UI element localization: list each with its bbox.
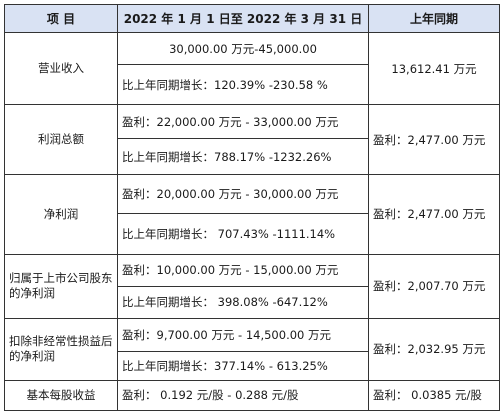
header-current-period: 2022 年 1 月 1 日至 2022 年 3 月 31 日 xyxy=(117,4,369,33)
net-profit-previous: 盈利：2,477.00 万元 xyxy=(368,174,500,255)
net-profit-current-value: 盈利：20,000.00 万元 - 30,000.00 万元 xyxy=(117,174,369,215)
eps-current-value: 盈利： 0.192 元/股 - 0.288 元/股 xyxy=(117,379,369,412)
deducted-current-value: 盈利：9,700.00 万元 - 14,500.00 万元 xyxy=(117,317,369,352)
table-row: 比上年同期增长：788.17% -1232.26% xyxy=(5,138,500,176)
header-previous-period: 上年同期 xyxy=(368,4,500,33)
table-row: 净利润 盈利：20,000.00 万元 - 30,000.00 万元 盈利：2,… xyxy=(4,174,500,255)
deducted-change: 比上年同期增长：377.14% - 613.25% xyxy=(117,350,369,381)
total-profit-previous: 盈利：2,477.00 万元 xyxy=(368,104,500,176)
performance-forecast-table: 项 目 2022 年 1 月 1 日至 2022 年 3 月 31 日 上年同期… xyxy=(4,4,500,412)
table-row: 比上年同期增长：377.14% - 613.25% xyxy=(5,350,500,381)
attributable-previous: 盈利：2,007.70 万元 xyxy=(368,253,500,319)
net-profit-change: 比上年同期增长： 707.43% -1111.14% xyxy=(117,213,369,255)
deducted-previous: 盈利：2,032.95 万元 xyxy=(368,317,500,381)
row-label-net-profit: 净利润 xyxy=(4,174,118,255)
row-label-total-profit: 利润总额 xyxy=(4,104,118,176)
revenue-current-value: 30,000.00 万元-45,000.00 xyxy=(117,31,369,66)
attributable-change: 比上年同期增长： 398.08% -647.12% xyxy=(117,285,369,319)
table-row: 利润总额 盈利：22,000.00 万元 - 33,000.00 万元 盈利：2… xyxy=(4,104,500,176)
revenue-previous: 13,612.41 万元 xyxy=(368,31,500,106)
table-row: 比上年同期增长： 398.08% -647.12% xyxy=(5,285,500,319)
table-row: 基本每股收益 盈利： 0.192 元/股 - 0.288 元/股 盈利： 0.0… xyxy=(4,379,500,412)
total-profit-change: 比上年同期增长：788.17% -1232.26% xyxy=(117,138,369,176)
eps-previous: 盈利： 0.0385 元/股 xyxy=(368,379,500,412)
table-row: 扣除非经常性损益后的净利润 盈利：9,700.00 万元 - 14,500.00… xyxy=(4,317,500,381)
row-label-net-profit-attributable: 归属于上市公司股东的净利润 xyxy=(4,253,118,319)
table-row: 比上年同期增长：120.39% -230.58 % xyxy=(5,64,500,106)
table-row: 归属于上市公司股东的净利润 盈利：10,000.00 万元 - 15,000.0… xyxy=(4,253,500,319)
row-label-revenue: 营业收入 xyxy=(4,31,118,106)
attributable-current-value: 盈利：10,000.00 万元 - 15,000.00 万元 xyxy=(117,253,369,287)
row-label-net-profit-deducted: 扣除非经常性损益后的净利润 xyxy=(4,317,118,381)
table-row: 营业收入 30,000.00 万元-45,000.00 13,612.41 万元 xyxy=(4,31,500,106)
row-label-eps: 基本每股收益 xyxy=(4,379,118,412)
header-item: 项 目 xyxy=(4,4,118,33)
table-header-row: 项 目 2022 年 1 月 1 日至 2022 年 3 月 31 日 上年同期 xyxy=(4,4,500,33)
total-profit-current-value: 盈利：22,000.00 万元 - 33,000.00 万元 xyxy=(117,104,369,140)
revenue-change: 比上年同期增长：120.39% -230.58 % xyxy=(117,64,369,106)
